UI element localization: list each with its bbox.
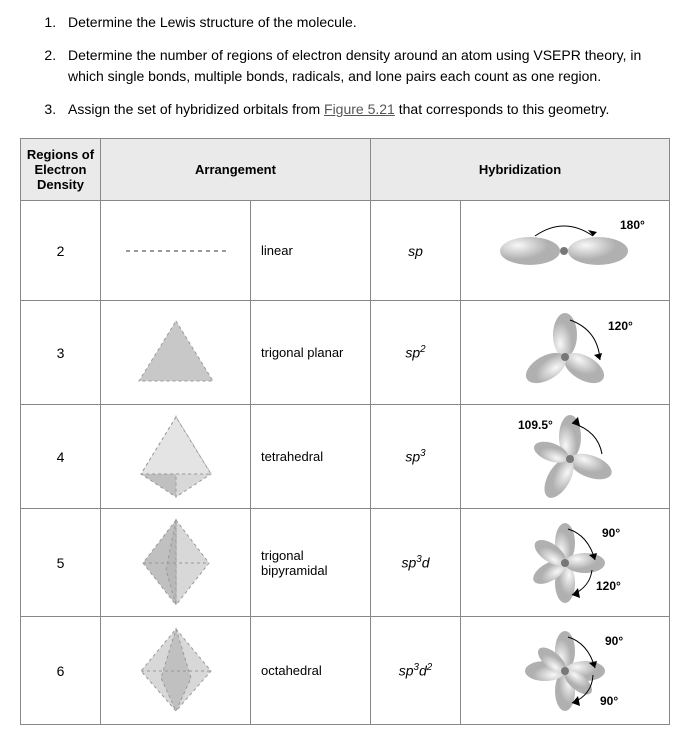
figure-link[interactable]: Figure 5.21 [324,101,395,117]
step-1: Determine the Lewis structure of the mol… [60,12,673,33]
hyb-notation: sp [371,201,461,301]
geometry-name: octahedral [251,617,371,725]
table-row: 5 trigonal bipyramidal sp3d [21,509,670,617]
step-2: Determine the number of regions of elect… [60,45,673,87]
angle-label: 90° [600,694,618,708]
hybridization-table: Regions of Electron Density Arrangement … [20,138,670,725]
orbital-sp: 180° [461,201,670,301]
angle-label: 90° [605,634,623,648]
hyb-notation: sp3 [371,405,461,509]
col-hybridization: Hybridization [371,139,670,201]
regions-cell: 5 [21,509,101,617]
hyb-notation: sp3d [371,509,461,617]
regions-cell: 3 [21,301,101,405]
col-arrangement: Arrangement [101,139,371,201]
regions-cell: 2 [21,201,101,301]
regions-cell: 6 [21,617,101,725]
angle-label: 120° [596,579,621,593]
geometry-name: tetrahedral [251,405,371,509]
angle-label: 120° [608,319,633,333]
shape-tetrahedral [101,405,251,509]
hyb-notation: sp3d2 [371,617,461,725]
table-row: 6 octahedral sp3d2 [21,617,670,725]
step-3: Assign the set of hybridized orbitals fr… [60,99,673,120]
geometry-name: trigonal planar [251,301,371,405]
table-row: 4 tetrahedral sp3 [21,405,670,509]
orbital-sp2: 120° [461,301,670,405]
shape-trigonal-bipyramidal [101,509,251,617]
orbital-sp3d2: 90° 90° [461,617,670,725]
hyb-notation: sp2 [371,301,461,405]
geometry-name: trigonal bipyramidal [251,509,371,617]
orbital-sp3: 109.5° [461,405,670,509]
table-row: 2 linear sp [21,201,670,301]
angle-label: 90° [602,526,620,540]
shape-linear [101,201,251,301]
regions-cell: 4 [21,405,101,509]
shape-octahedral [101,617,251,725]
col-regions: Regions of Electron Density [21,139,101,201]
instruction-list: Determine the Lewis structure of the mol… [20,12,673,120]
angle-label: 109.5° [518,418,553,432]
table-row: 3 trigonal planar sp2 [21,301,670,405]
geometry-name: linear [251,201,371,301]
shape-trigonal-planar [101,301,251,405]
orbital-sp3d: 90° 120° [461,509,670,617]
angle-label: 180° [620,218,645,232]
